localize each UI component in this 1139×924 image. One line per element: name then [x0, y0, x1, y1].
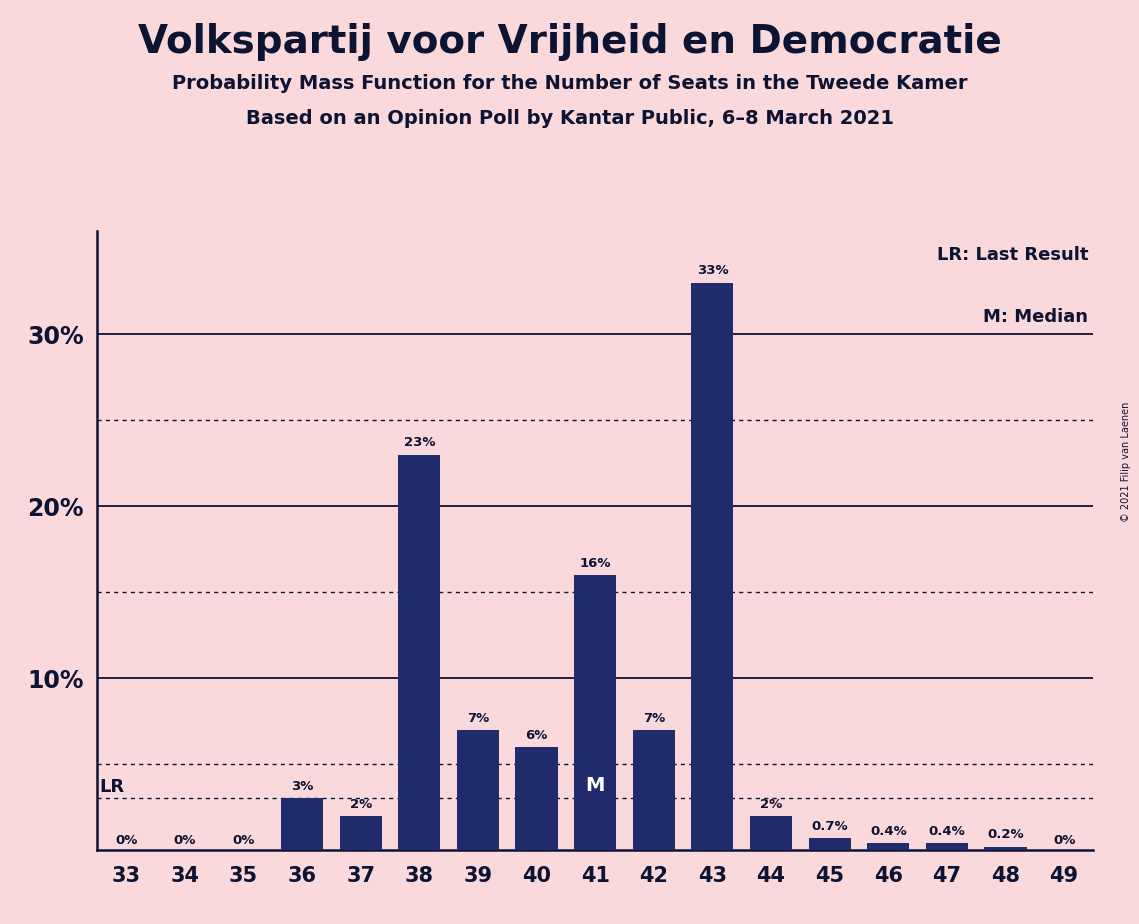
- Bar: [281, 798, 323, 850]
- Text: 23%: 23%: [403, 436, 435, 449]
- Text: 7%: 7%: [642, 711, 665, 724]
- Text: 7%: 7%: [467, 711, 489, 724]
- Bar: [809, 838, 851, 850]
- Text: Volkspartij voor Vrijheid en Democratie: Volkspartij voor Vrijheid en Democratie: [138, 23, 1001, 61]
- Text: 2%: 2%: [760, 797, 782, 810]
- Text: 0%: 0%: [115, 833, 138, 846]
- Text: 0.2%: 0.2%: [988, 829, 1024, 842]
- Text: 0%: 0%: [173, 833, 196, 846]
- Bar: [574, 575, 616, 850]
- Bar: [515, 747, 558, 850]
- Text: 33%: 33%: [697, 264, 728, 277]
- Bar: [984, 846, 1026, 850]
- Text: LR: LR: [100, 778, 125, 796]
- Bar: [926, 844, 968, 850]
- Text: 16%: 16%: [580, 557, 611, 570]
- Text: 0.4%: 0.4%: [870, 825, 907, 838]
- Bar: [399, 455, 441, 850]
- Text: M: M: [585, 776, 605, 795]
- Text: LR: Last Result: LR: Last Result: [937, 247, 1089, 264]
- Text: 3%: 3%: [290, 781, 313, 794]
- Bar: [691, 283, 734, 850]
- Text: M: Median: M: Median: [983, 309, 1089, 326]
- Bar: [867, 844, 909, 850]
- Bar: [749, 816, 792, 850]
- Bar: [339, 816, 382, 850]
- Text: Probability Mass Function for the Number of Seats in the Tweede Kamer: Probability Mass Function for the Number…: [172, 74, 967, 93]
- Text: 2%: 2%: [350, 797, 371, 810]
- Text: 0%: 0%: [1052, 833, 1075, 846]
- Text: 0%: 0%: [232, 833, 254, 846]
- Bar: [457, 730, 499, 850]
- Text: Based on an Opinion Poll by Kantar Public, 6–8 March 2021: Based on an Opinion Poll by Kantar Publi…: [246, 109, 893, 128]
- Text: 0.4%: 0.4%: [928, 825, 965, 838]
- Text: 6%: 6%: [525, 729, 548, 742]
- Bar: [632, 730, 674, 850]
- Text: 0.7%: 0.7%: [811, 820, 847, 833]
- Text: © 2021 Filip van Laenen: © 2021 Filip van Laenen: [1121, 402, 1131, 522]
